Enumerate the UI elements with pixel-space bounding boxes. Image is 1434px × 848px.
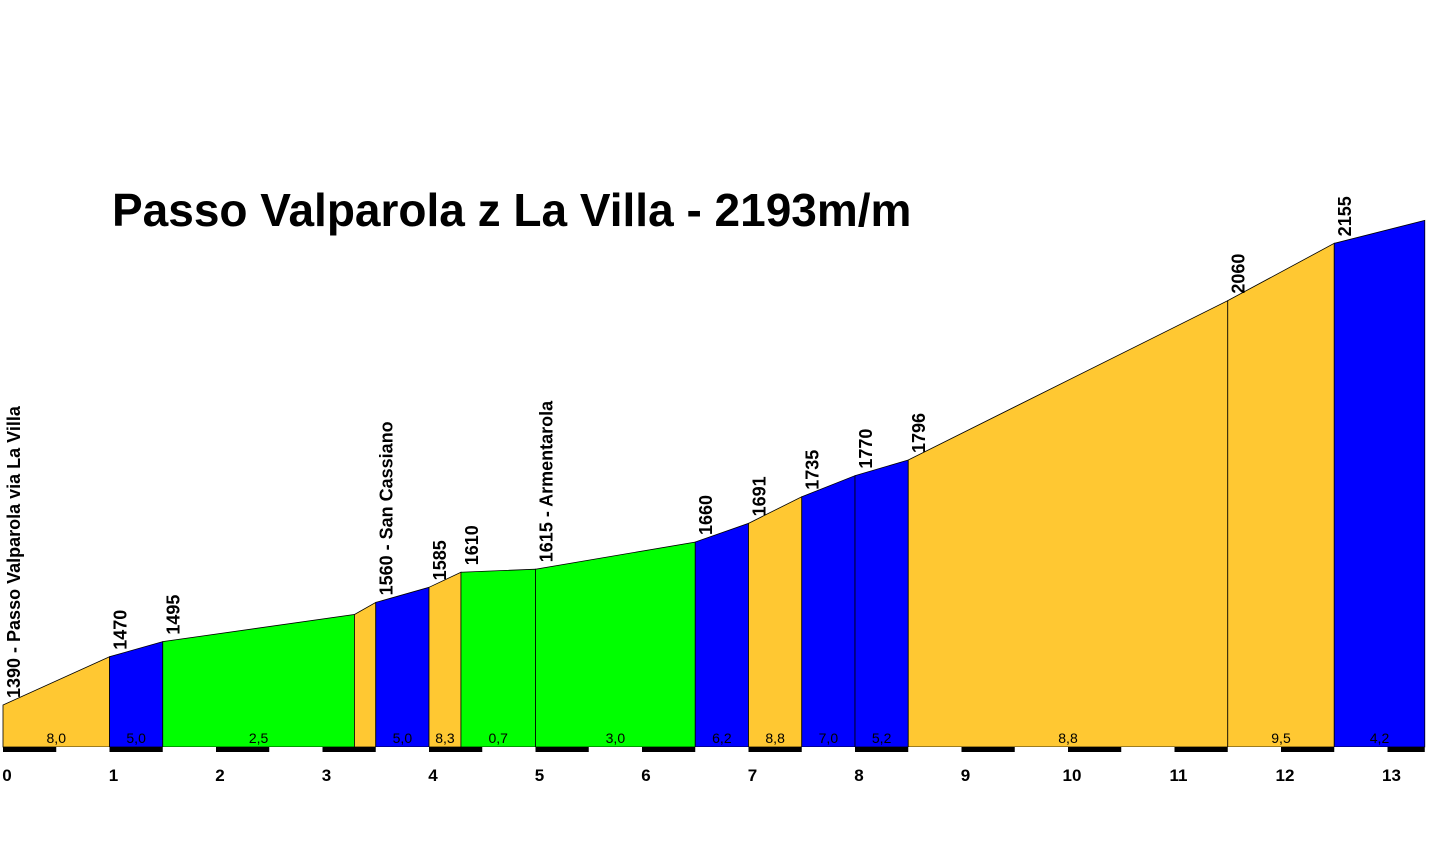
elevation-labels: 1390 - Passo Valparola via La Villa 1470 1…: [4, 196, 1355, 698]
elevation-label-9: 1691: [750, 476, 770, 516]
profile-segment-15: [1333, 219, 1426, 748]
profile-segment-4: [354, 601, 377, 748]
scale-bar-mark: [109, 747, 163, 752]
gradient-label-12: 5,2: [872, 730, 892, 746]
x-tick-label: 2: [215, 766, 224, 785]
profile-segment-3: [162, 614, 355, 748]
x-tick-label: 12: [1276, 766, 1295, 785]
profile-segment-7: [460, 568, 536, 748]
chart-title: Passo Valparola z La Villa - 2193m/m: [112, 184, 911, 236]
gradient-label-3: 2,5: [249, 730, 269, 746]
profile-segment-6: [428, 571, 462, 748]
elevation-label-11: 1770: [856, 429, 876, 469]
scale-bar-mark: [322, 747, 376, 752]
gradient-label-11: 7,0: [819, 730, 839, 746]
gradient-label-15: 4,2: [1370, 730, 1390, 746]
gradient-label-7: 0,7: [488, 730, 508, 746]
profile-segment-10: [748, 496, 803, 748]
gradient-segments: [2, 219, 1426, 748]
gradient-label-2: 5,0: [126, 730, 146, 746]
scale-bar-mark: [1068, 747, 1122, 752]
scale-bar-mark: [748, 747, 802, 752]
x-tick-label: 10: [1063, 766, 1082, 785]
scale-bar-mark: [1174, 747, 1228, 752]
x-tick-label: 5: [535, 766, 544, 785]
x-tick-label: 0: [2, 766, 11, 785]
profile-segment-13: [907, 300, 1229, 748]
elevation-label-3: 1495: [164, 595, 184, 635]
elevation-label-4: 1560 - San Cassiano: [377, 421, 397, 595]
profile-segment-11: [801, 475, 856, 748]
x-tick-label: 7: [748, 766, 757, 785]
scale-bar-mark: [642, 747, 696, 752]
scale-bar-mark: [961, 747, 1015, 752]
gradient-label-8: 3,0: [606, 730, 626, 746]
gradient-label-14: 9,5: [1271, 730, 1291, 746]
profile-segment-8: [535, 541, 696, 748]
x-tick-label: 13: [1382, 766, 1401, 785]
gradient-label-5: 5,0: [393, 730, 413, 746]
scale-bar-mark: [429, 747, 483, 752]
gradient-label-9: 6,2: [712, 730, 732, 746]
elevation-label-6: 1610: [462, 525, 482, 565]
scale-bar-mark: [216, 747, 270, 752]
elevation-label-2: 1470: [111, 610, 131, 650]
elevation-label-7: 1615 - Armentarola: [537, 400, 557, 562]
elevation-label-13: 2060: [1229, 254, 1249, 294]
scale-bar-mark: [1281, 747, 1335, 752]
gradient-label-10: 8,8: [765, 730, 785, 746]
gradient-label-1: 8,0: [47, 730, 67, 746]
elevation-label-14: 2155: [1335, 196, 1355, 236]
profile-segment-14: [1227, 242, 1335, 748]
profile-segment-5: [375, 586, 430, 748]
x-tick-label: 9: [961, 766, 970, 785]
gradient-label-13: 8,8: [1058, 730, 1078, 746]
elevation-label-5: 1585: [430, 540, 450, 580]
elevation-label-1: 1390 - Passo Valparola via La Villa: [4, 405, 24, 698]
scale-bar-mark: [1387, 747, 1425, 752]
distance-scale-bar: [3, 747, 1425, 752]
gradient-label-6: 8,3: [435, 730, 455, 746]
scale-bar-mark: [3, 747, 57, 752]
x-tick-label: 3: [322, 766, 331, 785]
gradient-labels: 8,0 5,0 2,5 5,0 8,3 0,7 3,0 6,2 8,8 7,0 5,2 8,8 9,5 4…: [47, 730, 1390, 746]
scale-bar-mark: [535, 747, 589, 752]
elevation-label-8: 1660: [696, 495, 716, 535]
x-tick-label: 1: [109, 766, 118, 785]
x-axis-ticks: 0 1 2 3 4 5 6 7 8 9 10 11 12 13: [2, 766, 1401, 785]
x-tick-label: 11: [1170, 766, 1188, 785]
x-tick-label: 4: [428, 766, 438, 785]
x-tick-label: 6: [641, 766, 650, 785]
scale-bar-mark: [855, 747, 909, 752]
profile-segment-9: [694, 522, 749, 748]
elevation-label-10: 1735: [803, 450, 823, 490]
scale-bar-background: [3, 747, 1425, 752]
elevation-label-12: 1796: [909, 413, 929, 453]
x-tick-label: 8: [854, 766, 863, 785]
profile-segment-12: [854, 459, 909, 748]
